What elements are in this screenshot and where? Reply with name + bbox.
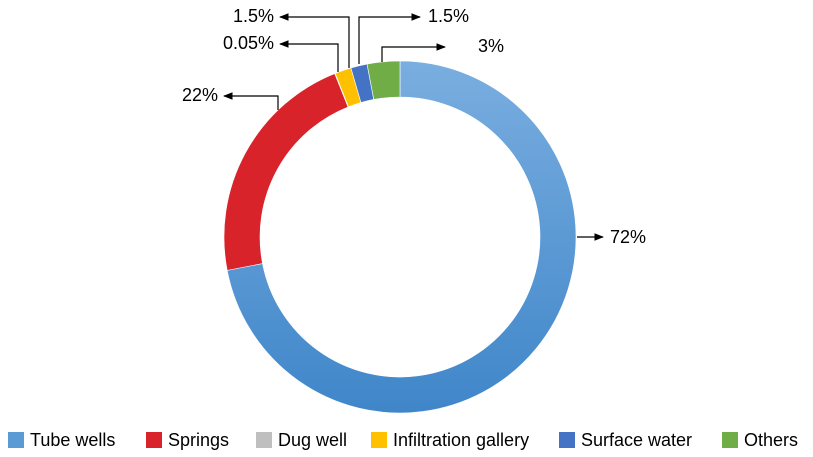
legend-label: Dug well	[278, 430, 347, 450]
legend-label: Infiltration gallery	[393, 430, 529, 450]
data-label: 1.5%	[428, 6, 469, 26]
donut-slice	[366, 60, 401, 100]
data-label: 0.05%	[223, 33, 274, 53]
leader-line	[279, 13, 350, 68]
data-label: 22%	[182, 85, 218, 105]
donut-slice	[226, 60, 577, 414]
leader-line	[358, 13, 421, 64]
legend-label: Others	[744, 430, 798, 450]
leader-line	[223, 92, 279, 110]
leader-line	[279, 40, 339, 72]
leader-line	[381, 43, 446, 62]
legend-swatch	[722, 432, 738, 448]
legend-swatch	[8, 432, 24, 448]
legend-swatch	[146, 432, 162, 448]
legend-swatch	[371, 432, 387, 448]
legend-label: Tube wells	[30, 430, 115, 450]
legend-label: Surface water	[581, 430, 692, 450]
legend-swatch	[559, 432, 575, 448]
data-label: 72%	[610, 227, 646, 247]
legend-label: Springs	[168, 430, 229, 450]
donut-slice	[223, 73, 349, 271]
legend-swatch	[256, 432, 272, 448]
data-label: 3%	[478, 36, 504, 56]
data-label: 1.5%	[233, 6, 274, 26]
